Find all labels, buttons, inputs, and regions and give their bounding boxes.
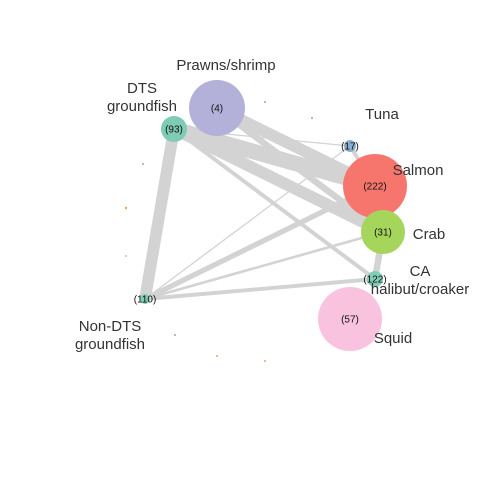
node-count-nondts: (110) xyxy=(134,295,157,306)
edge-dts-nondts xyxy=(139,128,180,300)
node-label-prawns: Prawns/shrimp xyxy=(176,57,275,74)
node-crab xyxy=(361,210,405,254)
node-label-tuna: Tuna xyxy=(365,106,399,123)
node-tuna xyxy=(344,140,356,152)
edge-prawns-crab xyxy=(215,105,385,235)
node-count-salmon: (222) xyxy=(363,182,386,193)
edge-nondts-salmon xyxy=(143,183,377,302)
node-nondts xyxy=(140,294,150,304)
labels-layer: (4) Prawns/shrimp (93) DTS groundfish (17) Tun… xyxy=(75,57,469,353)
isolated-dot xyxy=(264,360,266,362)
node-dts xyxy=(161,116,187,142)
node-label-salmon: Salmon xyxy=(393,162,444,179)
node-count-cahal: (122) xyxy=(363,275,386,286)
isolated-dot xyxy=(124,206,128,210)
isolated-dot xyxy=(142,163,144,165)
node-label-cahal: CA halibut/croaker xyxy=(371,263,469,298)
edge-nondts-cahal xyxy=(144,277,376,301)
node-label-crab: Crab xyxy=(413,226,446,243)
edge-dts-salmon xyxy=(171,121,378,194)
node-count-prawns: (4) xyxy=(211,104,223,115)
node-label-dts: DTS groundfish xyxy=(107,80,177,115)
node-prawns xyxy=(189,80,245,136)
node-cahal xyxy=(367,271,383,287)
edge-dts-cahal xyxy=(172,127,377,281)
node-salmon xyxy=(343,154,407,218)
node-count-tuna: (17) xyxy=(341,142,359,153)
isolated-dot xyxy=(216,355,218,357)
node-label-squid: Squid xyxy=(374,330,412,347)
edge-nondts-crab xyxy=(144,230,384,301)
node-squid xyxy=(318,287,382,351)
edge-nondts-tuna xyxy=(144,145,351,300)
node-label-nondts: Non-DTS groundfish xyxy=(75,318,145,353)
node-count-dts: (93) xyxy=(165,125,183,136)
node-count-squid: (57) xyxy=(341,315,359,326)
isolated-dot xyxy=(125,255,127,257)
isolated-dot xyxy=(311,117,313,119)
nodes-layer xyxy=(140,80,407,351)
isolated-dot xyxy=(264,101,266,103)
isolated-dots xyxy=(124,101,313,362)
isolated-dot xyxy=(174,334,176,336)
node-count-crab: (31) xyxy=(374,228,392,239)
edge-dts-crab xyxy=(171,123,386,238)
